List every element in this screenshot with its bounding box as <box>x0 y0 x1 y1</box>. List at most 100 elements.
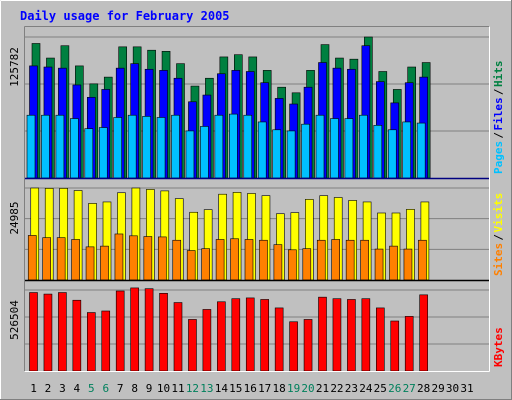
bar-sites <box>114 233 124 281</box>
x-tick-label: 23 <box>345 382 358 395</box>
bar-pages <box>286 130 296 179</box>
legend-separator: / <box>492 132 505 139</box>
x-tick-label: 27 <box>403 382 416 395</box>
bar-kbytes <box>87 312 96 372</box>
bar-sites <box>418 239 427 281</box>
bar-kbytes <box>390 320 400 372</box>
x-tick-label: 19 <box>287 382 300 395</box>
bar-sites <box>316 239 326 281</box>
y-max-label: 526504 <box>8 300 21 340</box>
bar-sites <box>27 235 37 281</box>
bar-kbytes <box>231 298 241 372</box>
bar-kbytes <box>58 292 67 372</box>
legend-pages: Pages <box>492 141 505 174</box>
x-tick-label: 21 <box>316 382 329 395</box>
bar-pages <box>330 118 339 179</box>
bar-sites <box>143 236 153 281</box>
bar-sites <box>273 244 283 281</box>
bar-sites <box>259 239 268 281</box>
legend-visits: Visits <box>492 193 505 233</box>
bar-pages <box>243 114 253 179</box>
bar-pages <box>142 116 151 179</box>
x-tick-label: 26 <box>388 382 401 395</box>
bar-pages <box>373 125 383 179</box>
x-tick-label: 20 <box>301 382 314 395</box>
x-tick-label: 7 <box>117 382 124 395</box>
bar-sites <box>374 248 384 281</box>
bar-kbytes <box>361 298 371 372</box>
bar-pages <box>26 114 36 179</box>
legend-separator: / <box>492 234 505 241</box>
bar-pages <box>41 114 50 179</box>
bar-pages <box>229 113 238 179</box>
bar-pages <box>200 126 209 179</box>
bar-kbytes <box>375 307 385 372</box>
bar-kbytes <box>347 299 356 372</box>
bar-pages <box>84 128 94 179</box>
bar-kbytes <box>245 297 255 372</box>
x-tick-label: 2 <box>45 382 52 395</box>
x-tick-label: 24 <box>359 382 373 395</box>
bar-kbytes <box>72 299 82 372</box>
bar-sites <box>129 235 138 281</box>
bar-sites <box>244 239 254 281</box>
bar-kbytes <box>289 321 298 372</box>
x-tick-label: 11 <box>171 382 184 395</box>
bar-sites <box>85 246 95 281</box>
x-tick-label: 13 <box>200 382 213 395</box>
x-tick-label: 15 <box>229 382 242 395</box>
bar-kbytes <box>303 319 313 372</box>
bar-sites <box>215 239 225 281</box>
x-tick-label: 1 <box>30 382 37 395</box>
bar-sites <box>201 248 210 281</box>
bar-pages <box>359 114 368 179</box>
legend-kbytes: KBytes <box>492 327 505 367</box>
x-tick-label: 16 <box>244 382 257 395</box>
x-tick-label: 6 <box>102 382 109 395</box>
bar-kbytes <box>29 292 38 372</box>
bar-sites <box>186 250 196 281</box>
y-max-label: 125782 <box>8 47 21 87</box>
x-tick-label: 12 <box>186 382 199 395</box>
bar-pages <box>344 118 354 179</box>
bar-kbytes <box>260 299 270 372</box>
x-tick-label: 4 <box>74 382 81 395</box>
bar-kbytes <box>101 310 111 372</box>
x-tick-label: 25 <box>374 382 387 395</box>
bar-pages <box>127 114 137 179</box>
bar-kbytes <box>332 298 342 372</box>
x-tick-label: 28 <box>417 382 430 395</box>
x-tick-label: 3 <box>59 382 66 395</box>
bar-sites <box>172 239 182 281</box>
bar-kbytes <box>159 293 168 372</box>
bar-kbytes <box>115 290 125 372</box>
x-tick-label: 30 <box>446 382 459 395</box>
bar-pages <box>301 123 310 179</box>
bar-sites <box>403 248 413 281</box>
bar-sites <box>100 245 109 281</box>
bar-kbytes <box>217 301 226 372</box>
bar-sites <box>230 238 239 281</box>
x-tick-label: 22 <box>330 382 343 395</box>
y-max-label: 24985 <box>8 201 21 234</box>
bar-kbytes <box>173 302 183 372</box>
bar-pages <box>402 121 412 179</box>
bar-pages <box>98 127 108 179</box>
bar-sites <box>302 248 312 281</box>
bar-kbytes <box>404 316 414 372</box>
bar-pages <box>171 114 180 179</box>
bar-sites <box>71 239 80 281</box>
bar-kbytes <box>274 307 284 372</box>
x-tick-label: 14 <box>215 382 229 395</box>
x-tick-label: 9 <box>146 382 153 395</box>
bar-pages <box>272 129 281 179</box>
bar-sites <box>345 239 355 281</box>
legend-separator: / <box>492 88 505 95</box>
x-tick-label: 5 <box>88 382 95 395</box>
x-tick-label: 17 <box>258 382 271 395</box>
bar-pages <box>70 118 79 179</box>
bar-sites <box>42 237 52 281</box>
x-tick-label: 31 <box>460 382 473 395</box>
bar-pages <box>185 130 195 179</box>
